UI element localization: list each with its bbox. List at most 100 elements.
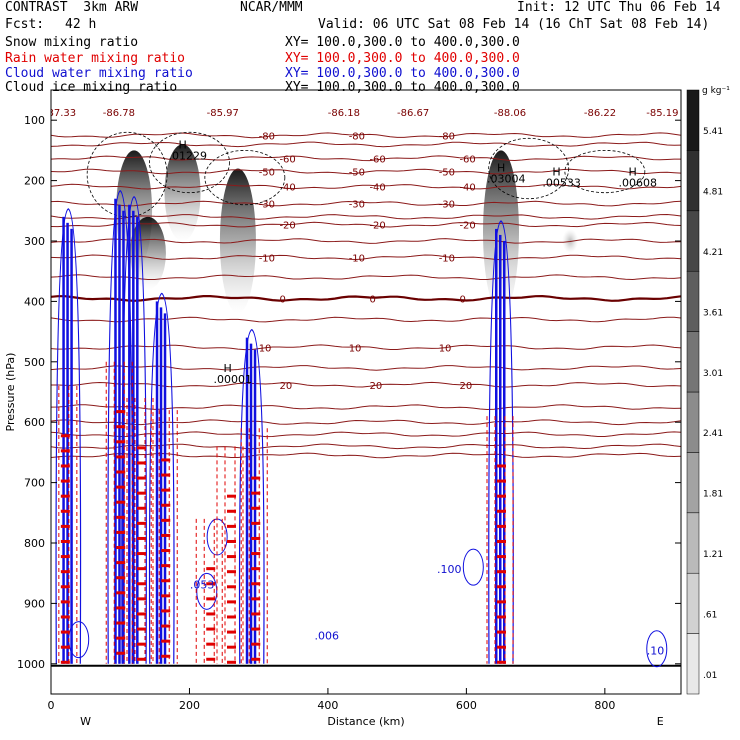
rain-water-core [137, 612, 146, 616]
rain-water-core [137, 627, 146, 631]
rain-water-core [60, 645, 70, 649]
rain-water-core [227, 585, 236, 589]
cloud-water-contour [462, 548, 484, 586]
rain-water-core [116, 500, 126, 504]
rain-water-core [251, 612, 261, 616]
rain-water-core [251, 476, 261, 480]
snow-max-marker: H [552, 166, 560, 179]
y-axis-label: Pressure (hPa) [4, 353, 17, 432]
y-tick-label: 800 [24, 537, 45, 550]
cloud-ice-contour [204, 149, 286, 206]
rain-water-core [497, 660, 506, 664]
rain-water-core [251, 582, 261, 586]
isotherm-label: -60 [369, 154, 385, 165]
isotherm-label: -60 [459, 154, 475, 165]
isotherm-line [51, 316, 681, 323]
rain-water-core [161, 594, 171, 598]
colorbar-label: 2.41 [703, 429, 723, 439]
rain-water-core [116, 470, 126, 474]
colorbar-unit: g kg⁻¹ [702, 86, 730, 96]
isotherm-label: -80 [439, 131, 455, 142]
top-label: -86.67 [397, 108, 429, 119]
cloud-ice-contour [86, 131, 168, 218]
rain-water-core [137, 476, 146, 480]
rain-water-core [161, 488, 171, 492]
rain-water-core [161, 609, 171, 613]
field-name-rain: Rain water mixing ratio [5, 51, 186, 66]
rain-water-core [161, 624, 171, 628]
cloud-ice-contour [488, 137, 570, 200]
rain-water-core [251, 567, 261, 571]
rain-water-core [116, 606, 126, 610]
fcst-label: Fcst: [5, 17, 45, 32]
isotherm-label: -60 [279, 154, 295, 165]
isotherm-line [51, 221, 681, 228]
isotherm-label: 0 [459, 294, 465, 305]
rain-water-core [161, 549, 171, 553]
rain-water-core [227, 555, 236, 559]
rain-water-core [60, 630, 70, 634]
rain-water-core [116, 576, 126, 580]
rain-water-core [116, 546, 126, 550]
plot-frame [50, 89, 682, 695]
isotherm-label: -10 [259, 253, 275, 264]
rain-water-core [60, 539, 70, 543]
rain-water-core [227, 524, 236, 528]
colorbar-label: .01 [703, 671, 717, 681]
x-tick-label: 800 [594, 699, 615, 712]
x-tick-label: 400 [317, 699, 338, 712]
rain-water-core [137, 552, 146, 556]
rain-water-core [227, 630, 236, 634]
cloud-water-column [122, 210, 125, 664]
isotherm-line [51, 254, 681, 261]
colorbar-label: 3.61 [703, 308, 723, 318]
snow-shading [129, 216, 166, 290]
y-tick-label: 400 [24, 295, 45, 308]
rain-water-core [497, 600, 506, 604]
rain-water-core [161, 458, 171, 462]
colorbar-segment [686, 633, 700, 695]
rain-water-core [116, 651, 126, 655]
snow-max-value: .00533 [542, 177, 581, 190]
rain-water-core [227, 600, 236, 604]
x-axis-label: Distance (km) [327, 715, 404, 728]
rain-water-core [137, 521, 146, 525]
cloud-water-column [118, 204, 121, 664]
rain-water-core [161, 654, 171, 658]
isotherm-label: -50 [349, 168, 365, 179]
y-tick-label: 500 [24, 356, 45, 369]
rain-water-core [116, 455, 126, 459]
rain-water-core [497, 524, 506, 528]
cloud-water-column [249, 343, 253, 664]
colorbar-label: 4.21 [703, 248, 723, 258]
colorbar-label: .61 [703, 610, 717, 620]
rain-water-core [116, 636, 126, 640]
cloud-water-column [163, 313, 167, 664]
snow-max-value: .03004 [487, 172, 526, 185]
isotherm-label: 0 [369, 294, 375, 305]
isotherm-label: -30 [349, 200, 365, 211]
isotherm-label: -40 [279, 183, 295, 194]
rain-water-core [161, 639, 171, 643]
rain-water-core [161, 518, 171, 522]
rain-water-core [497, 555, 506, 559]
colorbar-segment [686, 391, 700, 453]
rain-water-core [497, 539, 506, 543]
snow-max-marker: H [224, 362, 232, 375]
rain-water-core [60, 464, 70, 468]
rain-water-core [137, 582, 146, 586]
cloud-water-max-value: .10 [647, 645, 665, 658]
rain-water-core [60, 524, 70, 528]
rain-water-core [116, 425, 126, 429]
rain-water-core [116, 561, 126, 565]
rain-water-core [161, 579, 171, 583]
rain-water-core [251, 597, 261, 601]
rain-water-core [137, 461, 146, 465]
isotherm-line [51, 132, 681, 139]
x-tick-label: 0 [48, 699, 55, 712]
isotherm-line [51, 274, 681, 281]
rain-water-core [251, 642, 261, 646]
cloud-water-column [114, 198, 117, 664]
snow-shading [219, 168, 256, 314]
